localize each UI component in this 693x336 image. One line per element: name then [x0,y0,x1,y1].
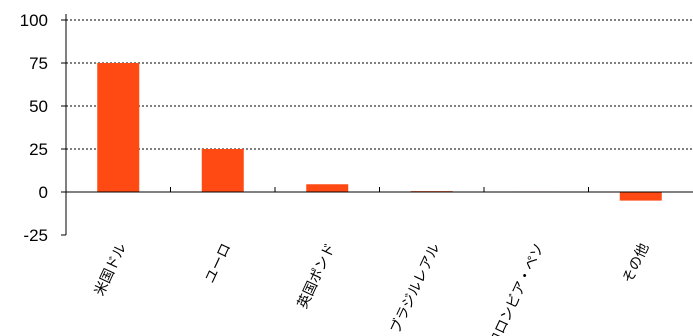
y-tick-label: 100 [20,11,48,30]
x-tick-label: ブラジルレアル [387,241,444,336]
y-tick-label: 0 [39,183,48,202]
x-tick-label: コロンビア・ペソ [486,241,548,336]
y-tick-label: -25 [23,226,48,245]
bar-0 [97,63,139,192]
x-tick-label: 米国ドル [92,241,130,299]
bars [97,63,662,201]
x-tick-label: ユーロ [202,241,234,286]
bar-1 [202,149,244,192]
y-tick-labels: 100 75 50 25 0 -25 [20,11,48,245]
y-tick-label: 50 [29,97,48,116]
gridlines [66,20,693,149]
bar-2 [306,184,348,192]
bar-5 [620,192,662,201]
x-tick-labels: 米国ドル ユーロ 英国ポンド ブラジルレアル コロンビア・ペソ その他 [92,241,653,336]
axes [61,14,693,235]
x-tick-label: その他 [620,241,652,286]
y-tick-label: 25 [29,140,48,159]
x-tick-label: 英国ポンド [294,241,339,312]
y-tick-label: 75 [29,54,48,73]
